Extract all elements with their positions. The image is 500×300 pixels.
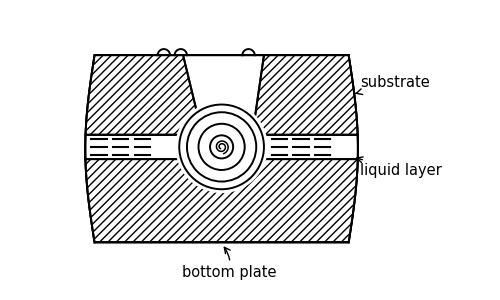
Polygon shape <box>252 55 358 135</box>
Polygon shape <box>86 55 202 135</box>
Circle shape <box>176 101 268 193</box>
Text: liquid layer: liquid layer <box>356 157 442 178</box>
Polygon shape <box>86 135 358 159</box>
Polygon shape <box>86 55 358 242</box>
Polygon shape <box>86 159 357 242</box>
Text: substrate: substrate <box>356 75 430 94</box>
Text: bottom plate: bottom plate <box>182 247 276 280</box>
